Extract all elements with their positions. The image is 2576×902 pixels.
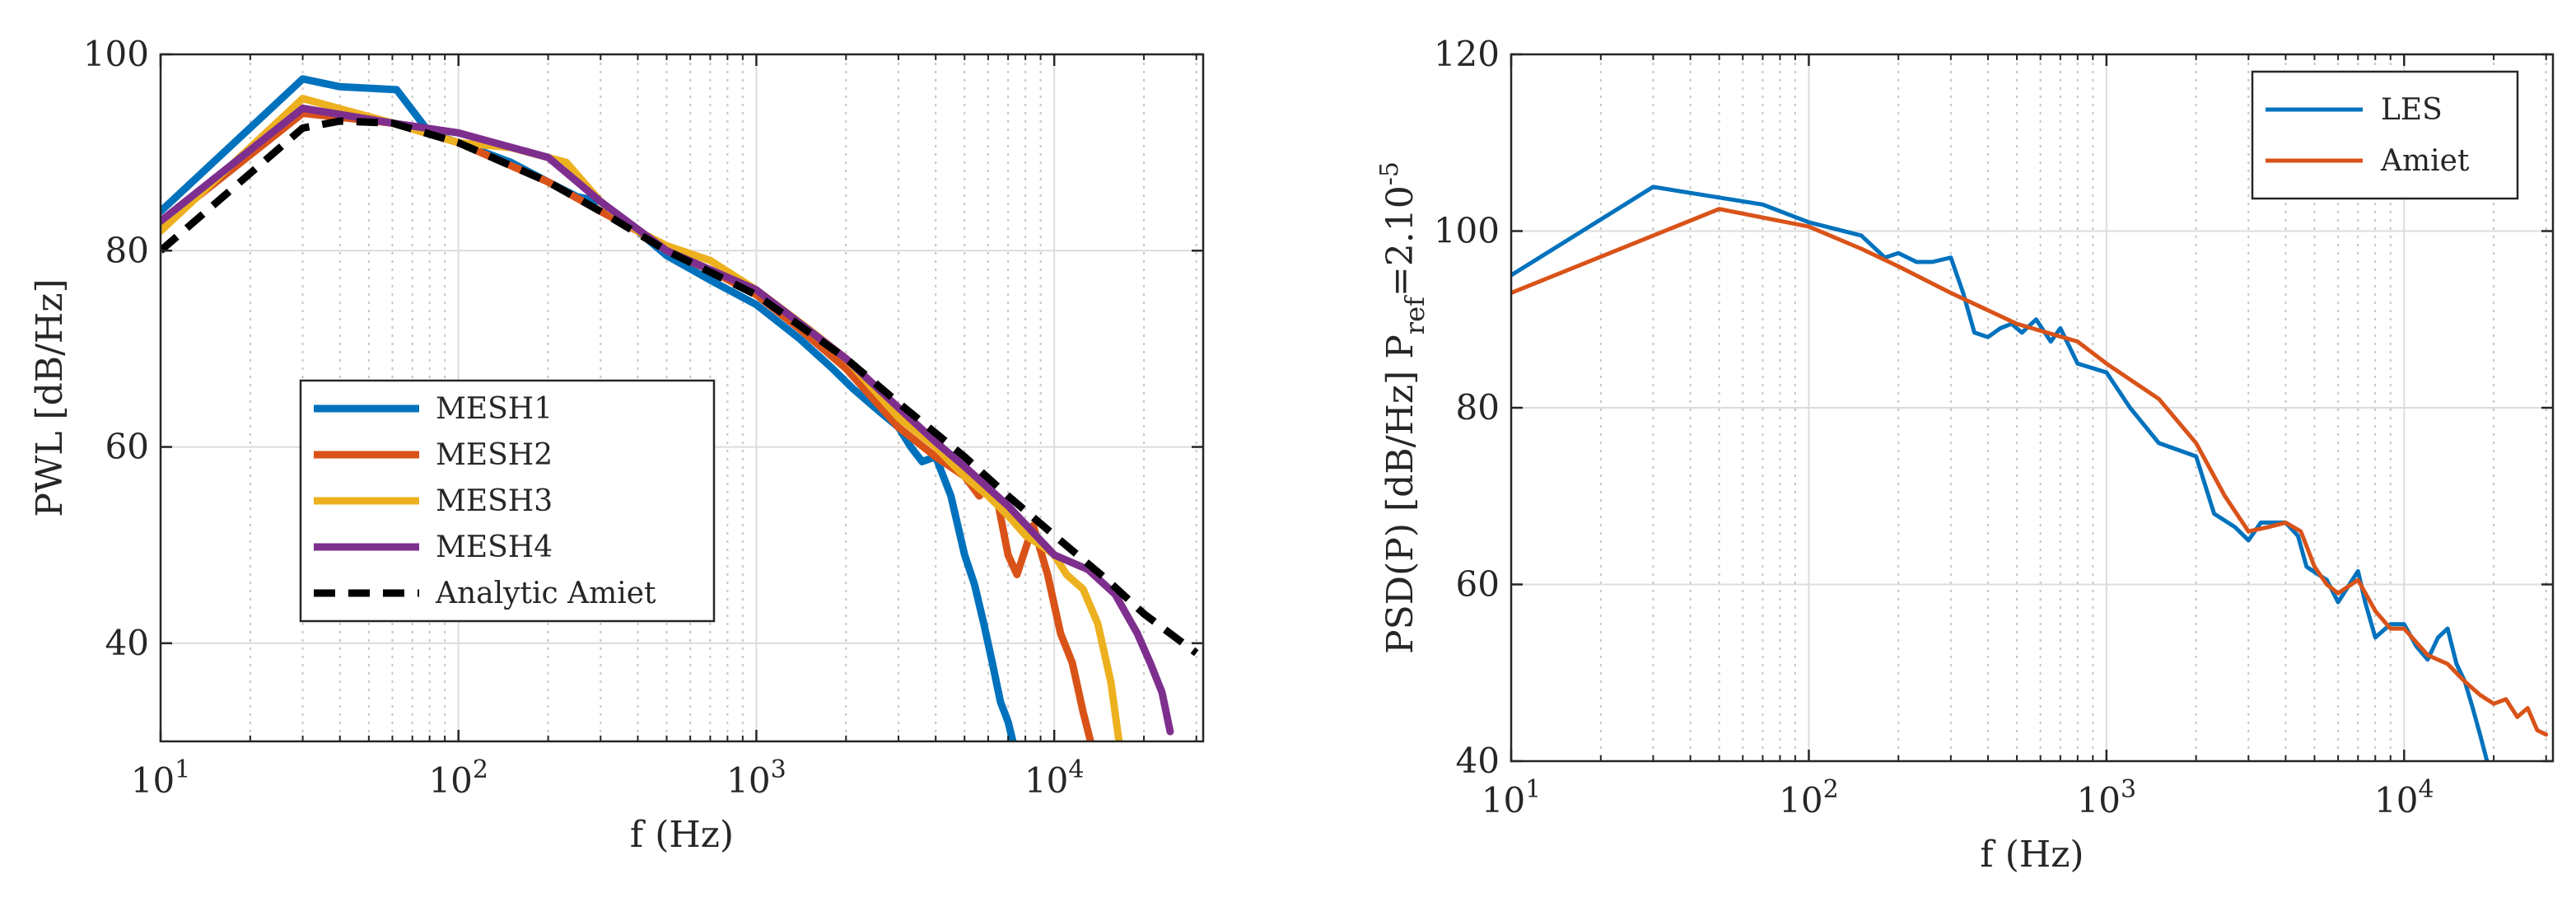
series-line-mesh4 — [161, 105, 1174, 736]
legend: MESH1 MESH2 MESH3 MESH4 Analytic Amiet — [299, 379, 716, 623]
ticks — [1510, 53, 2553, 763]
series-group — [161, 75, 1199, 741]
x-axis-label: f (Hz) — [630, 814, 734, 856]
y-tick-label: 80 — [105, 230, 149, 270]
x-tick-label: 102 — [1779, 775, 1839, 820]
series-line-les — [1511, 185, 2490, 761]
y-tick-label: 100 — [1434, 211, 1500, 251]
x-tick-label: 103 — [2077, 775, 2137, 820]
major-gridlines — [1511, 54, 2553, 761]
legend-label: MESH3 — [436, 484, 553, 518]
legend-box — [2251, 70, 2519, 200]
legend-label: MESH1 — [436, 392, 553, 426]
x-tick-label: 104 — [2374, 775, 2434, 820]
series-line-amiet — [1511, 207, 2549, 737]
y-tick-label: 60 — [1456, 564, 1500, 605]
right-chart: 101 102 103 104 40 60 80 100 120 f (Hz) PSD(P) [dB… — [1375, 34, 2555, 876]
y-tick-label: 80 — [1456, 387, 1500, 428]
y-axis-label: PSD(P) [dB/Hz] Pref=2.10-5 — [1375, 161, 1430, 654]
legend-label: Analytic Amiet — [435, 577, 656, 610]
x-axis-label: f (Hz) — [1980, 834, 2084, 876]
y-tick-label: 120 — [1434, 34, 1500, 74]
series-line-analytic-amiet — [161, 117, 1199, 657]
y-axis-label: PWL [dB/Hz] — [29, 278, 71, 516]
x-tick-label: 101 — [1482, 775, 1542, 820]
y-tick-label: 60 — [105, 427, 149, 467]
legend: LES Amiet — [2251, 70, 2519, 200]
series-group — [1511, 185, 2549, 761]
x-tick-label: 101 — [131, 755, 191, 801]
legend-label: MESH4 — [436, 530, 553, 564]
axes-box — [159, 53, 1205, 743]
left-chart: 101 102 103 104 40 60 80 100 f (Hz) PWL [dB/Hz] ME… — [29, 34, 1205, 856]
legend-label: LES — [2381, 93, 2443, 127]
y-tick-label: 40 — [105, 623, 149, 663]
ticks — [159, 53, 1203, 741]
legend-label: MESH2 — [436, 438, 553, 472]
y-tick-label: 40 — [1456, 741, 1500, 781]
x-tick-label: 104 — [1024, 755, 1085, 801]
x-tick-label: 103 — [726, 755, 786, 801]
x-tick-label: 102 — [428, 755, 488, 801]
y-tick-label: 100 — [83, 34, 149, 74]
legend-label: Amiet — [2380, 144, 2470, 178]
